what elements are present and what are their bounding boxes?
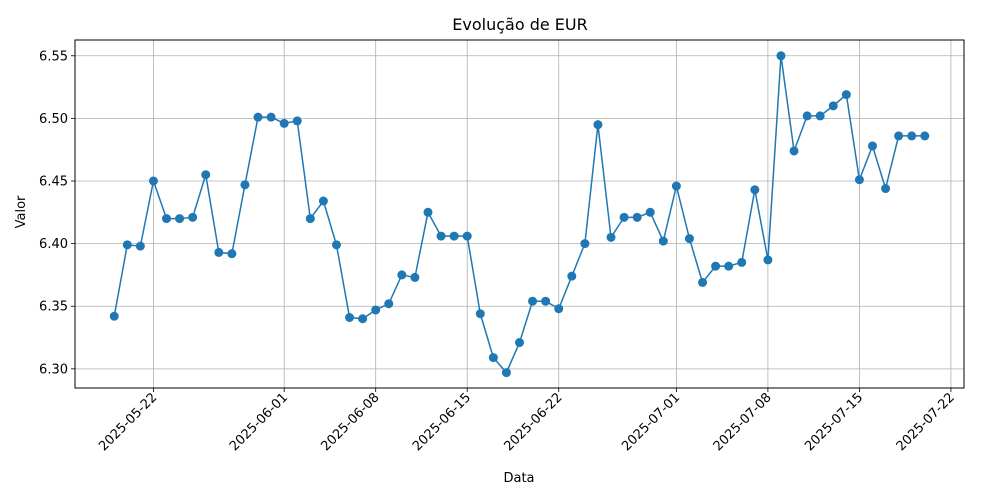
data-point [698,277,708,287]
data-point [737,257,747,267]
data-point [384,299,394,309]
data-point [554,304,564,314]
x-tick-label: 2025-07-01 [619,390,683,454]
x-tick-label: 2025-07-15 [802,390,866,454]
data-point [854,175,864,185]
data-point [462,231,472,241]
data-point [318,196,328,206]
data-point [122,240,132,250]
plot-frame [74,39,965,389]
data-point [776,51,786,61]
data-point [671,181,681,191]
data-point [763,255,773,265]
x-axis-ticks: 2025-05-22 2025-06-01 2025-06-08 2025-06-15… [96,388,958,454]
y-tick-label: 6.40 [39,237,68,252]
data-point [567,271,577,281]
x-axis-title: Data [503,471,534,486]
x-tick-label: 2025-06-08 [318,390,382,454]
data-point [488,353,498,363]
y-axis-ticks: 6.30 6.35 6.40 6.45 6.50 6.55 [39,49,75,377]
data-point [266,112,276,122]
x-tick-label: 2025-06-22 [502,390,566,454]
data-point [175,214,185,224]
data-point [331,240,341,250]
data-point [632,212,642,222]
data-point [214,247,224,257]
data-point [201,170,211,180]
data-point [135,241,145,251]
data-point [802,111,812,121]
data-point [292,116,302,126]
data-point [593,120,603,130]
data-point [711,261,721,271]
data-points [109,51,930,378]
data-point [881,184,891,194]
data-point [162,214,172,224]
series-line [113,55,925,374]
y-tick-label: 6.45 [39,175,68,190]
data-point [371,305,381,315]
data-point [410,272,420,282]
data-point [358,314,368,324]
y-tick-label: 6.50 [39,112,68,127]
data-point [253,112,263,122]
data-point [148,176,158,186]
x-tick-label: 2025-07-22 [894,390,958,454]
data-point [619,212,629,222]
data-point [449,231,459,241]
y-tick-label: 6.35 [39,300,68,315]
data-point [188,212,198,222]
data-point [724,261,734,271]
chart-title: Evolução de EUR [452,15,587,34]
data-point [423,207,433,217]
data-point [841,90,851,100]
data-point [815,111,825,121]
data-point [541,296,551,306]
data-point [867,141,877,151]
data-point [920,131,930,141]
x-tick-label: 2025-06-15 [410,390,474,454]
data-point [345,312,355,322]
data-point [580,239,590,249]
grid-lines [75,40,964,388]
data-point [515,338,524,348]
data-point [894,131,904,141]
data-point [109,311,119,321]
data-point [528,296,538,306]
data-point [658,236,668,246]
data-point [475,309,485,319]
data-point [750,185,760,195]
data-point [645,207,655,217]
data-point [397,270,407,280]
data-point [501,368,511,378]
y-tick-label: 6.30 [39,362,68,377]
data-point [227,249,237,259]
data-point [907,131,917,141]
y-axis-title: Valor [14,195,29,228]
data-point [240,180,250,190]
data-point [305,214,315,224]
x-tick-label: 2025-05-22 [96,390,160,454]
x-tick-label: 2025-07-08 [711,390,775,454]
data-point [684,234,694,244]
data-point [436,231,446,241]
data-point [828,101,838,111]
data-point [606,232,616,242]
data-point [789,146,799,156]
y-tick-label: 6.55 [39,49,68,64]
x-tick-label: 2025-06-01 [227,390,291,454]
data-point [279,118,289,128]
